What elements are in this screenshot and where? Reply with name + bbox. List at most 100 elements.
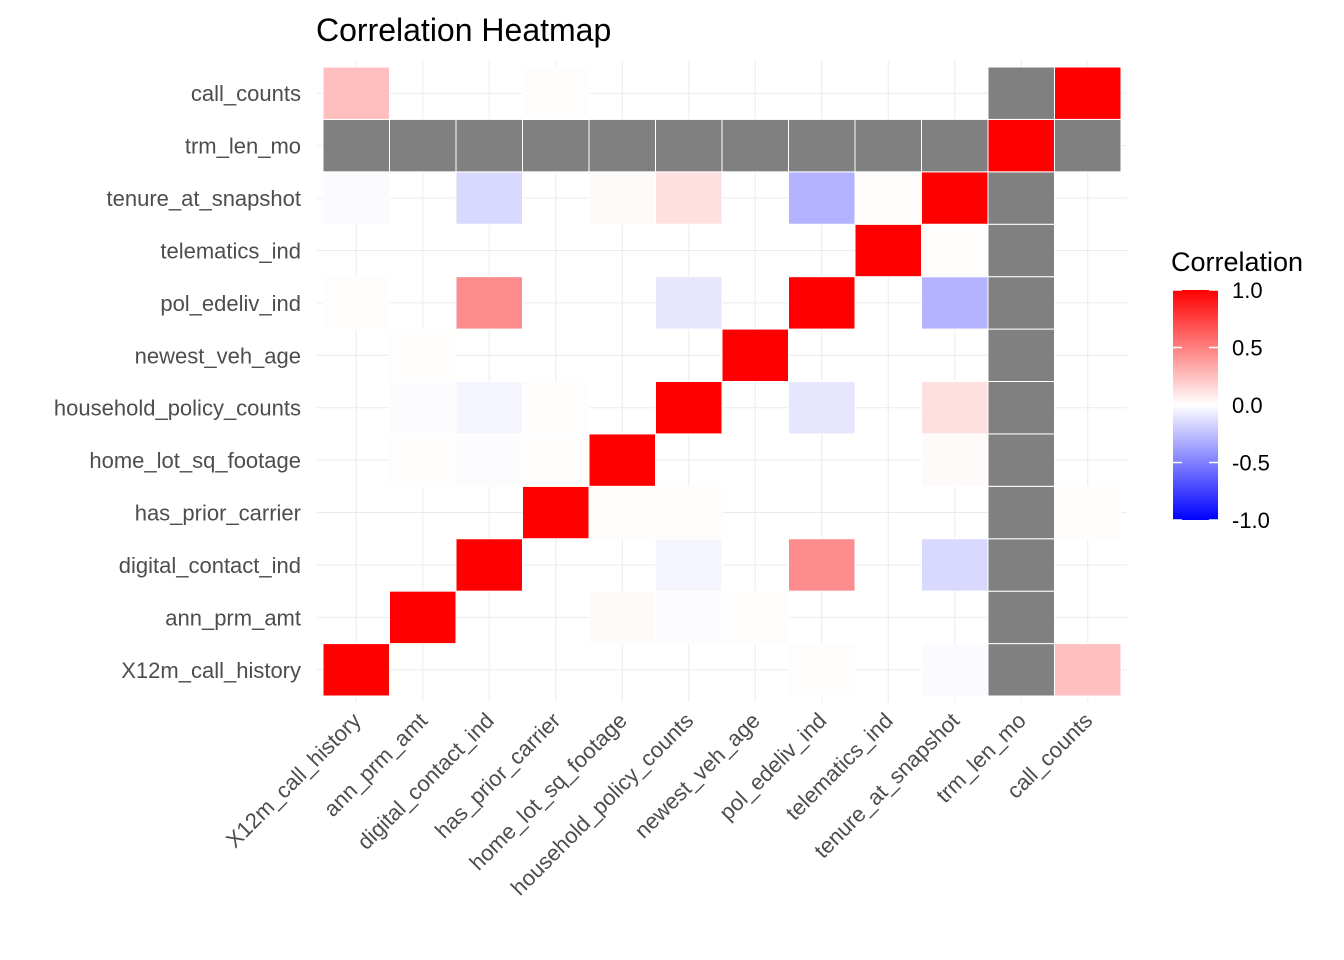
heatmap-cell-call-counts-has-prior-carrier bbox=[1054, 485, 1122, 540]
heatmap-cell-pol-edeliv-ind-home-lot-sq-footage bbox=[789, 434, 856, 486]
heatmap-cell-digital-contact-ind-call-counts bbox=[456, 67, 523, 119]
heatmap-cell-newest-veh-age-tenure-at-snapshot bbox=[722, 172, 789, 224]
heatmap-cell-x12m-call-history-pol-edeliv-ind bbox=[322, 276, 390, 330]
heatmap-cell-tenure-at-snapshot-ann-prm-amt bbox=[922, 591, 989, 643]
heatmap-cell-call-counts-call-counts bbox=[1054, 66, 1122, 120]
heatmap-cell-x12m-call-history-has-prior-carrier bbox=[323, 486, 390, 538]
y-tick-label: pol_edeliv_ind bbox=[160, 291, 301, 316]
y-tick-label: digital_contact_ind bbox=[119, 553, 301, 578]
heatmap-cell-ann-prm-amt-telematics-ind bbox=[390, 224, 457, 276]
heatmap-cell-ann-prm-amt-household-policy-counts bbox=[389, 381, 457, 435]
y-tick-label: trm_len_mo bbox=[185, 134, 301, 159]
heatmap-cell-tenure-at-snapshot-digital-contact-ind bbox=[921, 538, 989, 592]
heatmap-cell-x12m-call-history-home-lot-sq-footage bbox=[323, 434, 390, 486]
heatmap-cell-x12m-call-history-newest-veh-age bbox=[323, 329, 390, 381]
heatmap-cell-call-counts-household-policy-counts bbox=[1055, 382, 1122, 434]
heatmap-cell-ann-prm-amt-home-lot-sq-footage bbox=[389, 433, 457, 487]
heatmap-cell-telematics-ind-tenure-at-snapshot bbox=[854, 171, 922, 225]
heatmap-cell-household-policy-counts-pol-edeliv-ind bbox=[655, 276, 723, 330]
heatmap-cell-newest-veh-age-trm-len-mo bbox=[721, 118, 789, 173]
chart-title: Correlation Heatmap bbox=[316, 12, 611, 48]
legend-tick-label: 0.5 bbox=[1232, 336, 1263, 361]
heatmap-cell-digital-contact-ind-has-prior-carrier bbox=[456, 486, 523, 538]
heatmap-cell-digital-contact-ind-ann-prm-amt bbox=[456, 591, 523, 643]
heatmap-cell-call-counts-digital-contact-ind bbox=[1055, 539, 1122, 591]
heatmap-cell-home-lot-sq-footage-newest-veh-age bbox=[589, 329, 656, 381]
heatmap-cell-household-policy-counts-household-policy-counts bbox=[655, 381, 723, 435]
heatmap-cell-digital-contact-ind-pol-edeliv-ind bbox=[455, 276, 523, 330]
heatmap-cell-digital-contact-ind-home-lot-sq-footage bbox=[455, 433, 523, 487]
heatmap-cell-newest-veh-age-newest-veh-age bbox=[721, 328, 789, 383]
heatmap-cell-ann-prm-amt-has-prior-carrier bbox=[390, 486, 457, 538]
heatmap-cell-pol-edeliv-ind-newest-veh-age bbox=[789, 329, 856, 381]
y-tick-label: X12m_call_history bbox=[121, 658, 301, 683]
heatmap-cell-tenure-at-snapshot-tenure-at-snapshot bbox=[921, 171, 989, 225]
y-tick-label: call_counts bbox=[191, 81, 301, 106]
heatmap-cell-newest-veh-age-x12m-call-history bbox=[722, 644, 789, 696]
x-tick-label: newest_veh_age bbox=[629, 708, 764, 843]
heatmap-cell-has-prior-carrier-household-policy-counts bbox=[522, 381, 590, 435]
y-tick-label: newest_veh_age bbox=[135, 343, 301, 368]
heatmap-cell-x12m-call-history-call-counts bbox=[322, 66, 390, 120]
y-tick-label: has_prior_carrier bbox=[135, 501, 301, 526]
heatmap-cell-household-policy-counts-newest-veh-age bbox=[656, 329, 723, 381]
heatmap-cell-tenure-at-snapshot-telematics-ind bbox=[921, 223, 989, 278]
y-tick-label: household_policy_counts bbox=[54, 396, 301, 421]
heatmap-cell-digital-contact-ind-trm-len-mo bbox=[455, 118, 523, 173]
heatmap-cell-ann-prm-amt-ann-prm-amt bbox=[389, 590, 457, 645]
heatmap-cell-pol-edeliv-ind-x12m-call-history bbox=[788, 643, 856, 697]
heatmap-cell-ann-prm-amt-x12m-call-history bbox=[390, 644, 457, 696]
heatmap-cell-digital-contact-ind-x12m-call-history bbox=[456, 644, 523, 696]
heatmap-cell-digital-contact-ind-telematics-ind bbox=[456, 224, 523, 276]
heatmap-cell-digital-contact-ind-digital-contact-ind bbox=[455, 538, 523, 592]
heatmap-cell-trm-len-mo-has-prior-carrier bbox=[987, 485, 1055, 540]
heatmap-cell-tenure-at-snapshot-x12m-call-history bbox=[921, 643, 989, 697]
heatmap-cell-ann-prm-amt-call-counts bbox=[390, 67, 457, 119]
heatmap-cell-home-lot-sq-footage-pol-edeliv-ind bbox=[589, 277, 656, 329]
heatmap-cell-home-lot-sq-footage-home-lot-sq-footage bbox=[588, 433, 656, 487]
y-tick-label: telematics_ind bbox=[160, 238, 301, 263]
heatmap-cell-telematics-ind-newest-veh-age bbox=[855, 329, 922, 381]
heatmap-cell-pol-edeliv-ind-telematics-ind bbox=[789, 224, 856, 276]
heatmap-cell-ann-prm-amt-trm-len-mo bbox=[389, 118, 457, 173]
heatmap-cell-ann-prm-amt-tenure-at-snapshot bbox=[390, 172, 457, 224]
heatmap-cell-newest-veh-age-household-policy-counts bbox=[722, 382, 789, 434]
heatmap-cell-has-prior-carrier-call-counts bbox=[522, 66, 590, 120]
heatmap-cell-has-prior-carrier-newest-veh-age bbox=[523, 329, 590, 381]
heatmap-cell-has-prior-carrier-x12m-call-history bbox=[523, 644, 590, 696]
heatmap-cell-home-lot-sq-footage-x12m-call-history bbox=[589, 644, 656, 696]
heatmap-cell-has-prior-carrier-pol-edeliv-ind bbox=[523, 277, 590, 329]
heatmap-cell-tenure-at-snapshot-trm-len-mo bbox=[921, 118, 989, 173]
heatmap-cell-digital-contact-ind-tenure-at-snapshot bbox=[455, 171, 523, 225]
heatmap-cell-tenure-at-snapshot-call-counts bbox=[922, 67, 989, 119]
heatmap-cell-x12m-call-history-digital-contact-ind bbox=[323, 539, 390, 591]
heatmap-cell-call-counts-newest-veh-age bbox=[1055, 329, 1122, 381]
heatmap-cell-telematics-ind-ann-prm-amt bbox=[855, 591, 922, 643]
heatmap-cell-household-policy-counts-call-counts bbox=[656, 67, 723, 119]
heatmap-cell-household-policy-counts-telematics-ind bbox=[656, 224, 723, 276]
heatmap-cell-tenure-at-snapshot-newest-veh-age bbox=[922, 329, 989, 381]
heatmap-cell-household-policy-counts-tenure-at-snapshot bbox=[655, 171, 723, 225]
heatmap-cell-x12m-call-history-x12m-call-history bbox=[322, 643, 390, 697]
heatmap-cell-trm-len-mo-household-policy-counts bbox=[987, 381, 1055, 435]
heatmap-cell-household-policy-counts-ann-prm-amt bbox=[655, 590, 723, 645]
heatmap-cells bbox=[322, 66, 1122, 697]
heatmap-cell-x12m-call-history-telematics-ind bbox=[323, 224, 390, 276]
legend: Correlation 1.0 0.5 0.0 -0.5 -1.0 bbox=[1171, 247, 1303, 533]
heatmap-cell-telematics-ind-trm-len-mo bbox=[854, 118, 922, 173]
heatmap-cell-telematics-ind-household-policy-counts bbox=[855, 382, 922, 434]
heatmap-cell-household-policy-counts-digital-contact-ind bbox=[655, 538, 723, 592]
heatmap-cell-call-counts-pol-edeliv-ind bbox=[1055, 277, 1122, 329]
heatmap-cell-has-prior-carrier-ann-prm-amt bbox=[523, 591, 590, 643]
heatmap-cell-ann-prm-amt-digital-contact-ind bbox=[390, 539, 457, 591]
legend-tick-label: -0.5 bbox=[1232, 451, 1270, 476]
heatmap-cell-telematics-ind-digital-contact-ind bbox=[855, 539, 922, 591]
heatmap-cell-newest-veh-age-has-prior-carrier bbox=[722, 486, 789, 538]
heatmap-cell-call-counts-home-lot-sq-footage bbox=[1055, 434, 1122, 486]
heatmap-cell-has-prior-carrier-has-prior-carrier bbox=[522, 485, 590, 540]
heatmap-cell-household-policy-counts-x12m-call-history bbox=[656, 644, 723, 696]
heatmap-cell-telematics-ind-call-counts bbox=[855, 67, 922, 119]
heatmap-cell-has-prior-carrier-telematics-ind bbox=[523, 224, 590, 276]
heatmap-cell-newest-veh-age-call-counts bbox=[722, 67, 789, 119]
